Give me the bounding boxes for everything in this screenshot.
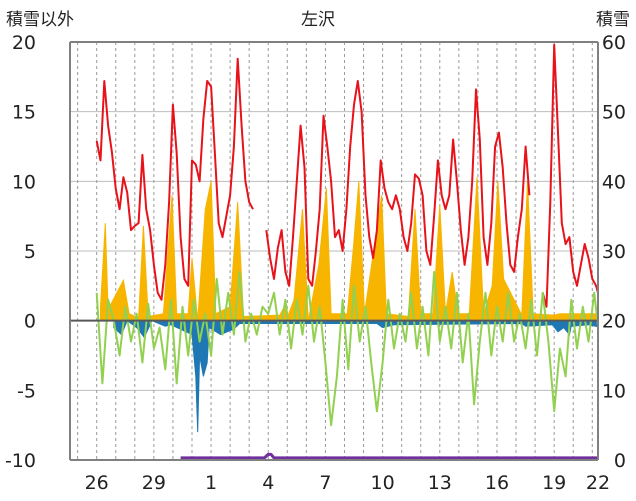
series-line-3-0 (95, 270, 598, 427)
y-right-tick-label: 30 (602, 241, 626, 263)
x-tick-label: 7 (319, 472, 331, 494)
x-tick-label: 19 (542, 472, 566, 494)
y-right-tick-label: 50 (602, 102, 626, 124)
y-right-tick-label: 40 (602, 171, 626, 193)
x-tick-label: 13 (428, 472, 452, 494)
y-left-tick-label: -10 (5, 450, 36, 472)
x-tick-label: 16 (485, 472, 509, 494)
y-right-tick-label: 20 (602, 311, 626, 333)
series-line-0-1 (265, 80, 531, 287)
series-line-0-2 (541, 43, 598, 308)
y-left-tick-label: 20 (12, 32, 36, 54)
x-tick-label: 1 (205, 472, 217, 494)
x-tick-label: 22 (586, 472, 610, 494)
x-tick-label: 4 (262, 472, 274, 494)
series-line-0-0 (95, 57, 254, 301)
axes (69, 41, 599, 461)
series-line-4-0 (180, 452, 598, 460)
y-left-tick-label: -5 (17, 380, 36, 402)
y-right-tick-label: 60 (602, 32, 626, 54)
y-right-tick-label: 0 (614, 450, 626, 472)
y-right-tick-label: 10 (602, 380, 626, 402)
y-left-tick-label: 15 (12, 102, 36, 124)
y-left-tick-label: 0 (24, 311, 36, 333)
gridlines (70, 42, 598, 460)
right-axis-title: 積雪 (596, 10, 630, 30)
left-axis-title: 積雪以外 (6, 10, 74, 30)
y-left-tick-label: 5 (24, 241, 36, 263)
x-tick-label: 26 (85, 472, 109, 494)
line-series (95, 43, 598, 460)
y-left-tick-label: 10 (12, 171, 36, 193)
chart-title: 左沢 (301, 10, 335, 30)
x-tick-label: 10 (371, 472, 395, 494)
x-tick-label: 29 (142, 472, 166, 494)
